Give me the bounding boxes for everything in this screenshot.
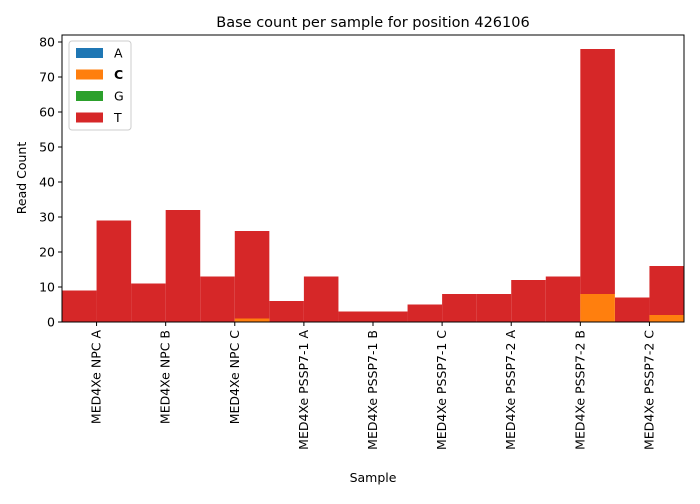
bar-t-2 (234, 231, 270, 319)
x-tick-label: MED4Xe NPC C (227, 330, 242, 425)
legend-swatch-t (76, 112, 103, 123)
x-axis: MED4Xe NPC A MED4Xe NPC B MED4Xe NPC C MED4… (89, 322, 656, 450)
bar-t-2 (649, 266, 684, 315)
x-tick-label: MED4Xe NPC A (89, 330, 104, 425)
y-axis-label: Read Count (14, 142, 29, 215)
bar-c-2 (234, 318, 270, 322)
bar-t-2 (303, 276, 339, 322)
legend-swatch-c (76, 69, 103, 80)
legend-label-t: T (113, 110, 122, 125)
chart-title: Base count per sample for position 42610… (216, 15, 529, 31)
bar-t-1 (614, 297, 650, 322)
legend-label-a: A (114, 46, 123, 61)
bar-t-1 (338, 311, 373, 322)
bar-t-2 (442, 294, 477, 322)
y-tick-label: 30 (39, 210, 55, 225)
bar-t-2 (511, 280, 546, 322)
x-tick-label: MED4Xe PSSP7-2 C (641, 330, 656, 450)
bar-t-2 (96, 220, 132, 322)
x-axis-label: Sample (350, 470, 397, 485)
bar-t-2 (373, 311, 408, 322)
bar-t-1 (476, 294, 512, 322)
bar-c-2 (649, 315, 684, 322)
bar-c-2 (580, 294, 615, 322)
y-axis: 0 10 20 30 40 50 60 70 80 (39, 35, 62, 330)
y-tick-label: 10 (39, 280, 55, 295)
y-tick-label: 60 (39, 105, 55, 120)
bar-t-1 (407, 304, 443, 322)
bar-t-2 (580, 49, 615, 294)
x-tick-label: MED4Xe PSSP7-1 C (434, 330, 449, 450)
legend-swatch-g (76, 91, 103, 101)
bar-t-2 (165, 210, 201, 322)
bar-t-1 (131, 283, 166, 322)
x-tick-label: MED4Xe NPC B (158, 330, 173, 424)
legend-box (68, 40, 132, 131)
y-tick-label: 50 (39, 140, 55, 155)
y-tick-label: 80 (39, 35, 55, 50)
bar-t-1 (62, 290, 97, 322)
bar-t-1 (200, 276, 235, 322)
legend-label-c: C (114, 67, 123, 82)
y-tick-label: 0 (47, 315, 55, 330)
bars-group (62, 49, 684, 322)
bar-t-1 (269, 301, 304, 322)
legend-swatch-a (76, 48, 103, 58)
x-tick-label: MED4Xe PSSP7-2 B (572, 330, 587, 450)
y-tick-label: 20 (39, 245, 55, 260)
bar-t-1 (545, 276, 581, 322)
x-tick-label: MED4Xe PSSP7-1 B (365, 330, 380, 450)
x-tick-label: MED4Xe PSSP7-1 A (296, 330, 311, 450)
y-tick-label: 70 (39, 70, 55, 85)
y-tick-label: 40 (39, 175, 55, 190)
x-tick-label: MED4Xe PSSP7-2 A (503, 330, 518, 450)
legend-label-g: G (114, 89, 124, 104)
